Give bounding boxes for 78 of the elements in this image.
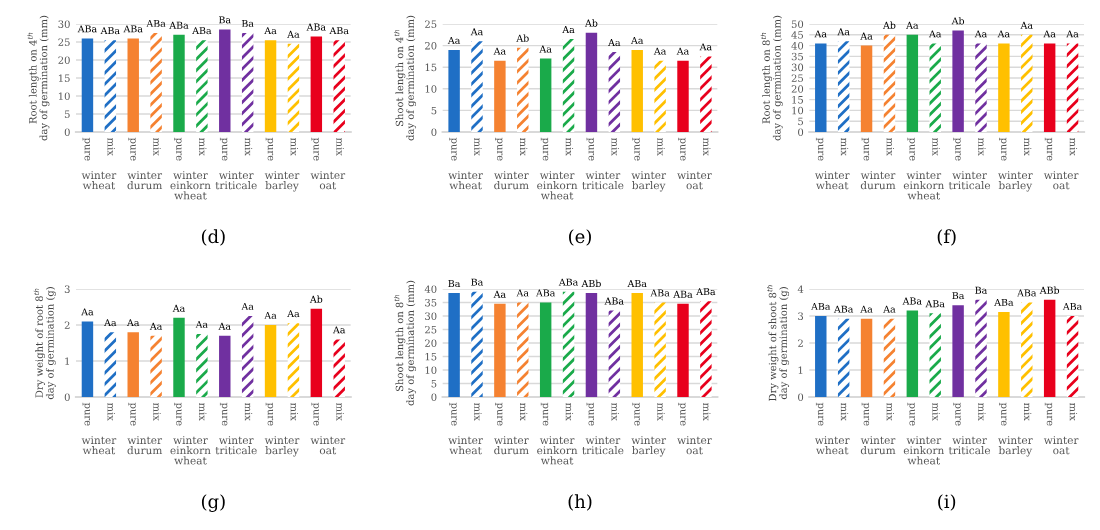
bar bbox=[471, 41, 483, 132]
bar bbox=[929, 43, 941, 132]
bar bbox=[1021, 302, 1033, 397]
bar bbox=[700, 56, 712, 132]
bar bbox=[1066, 316, 1079, 397]
bar bbox=[883, 34, 896, 132]
bar bbox=[264, 40, 277, 132]
bar bbox=[837, 41, 850, 132]
bar bbox=[150, 33, 162, 132]
text: (f) bbox=[937, 229, 956, 246]
text: (h) bbox=[568, 494, 592, 511]
bar bbox=[815, 43, 827, 132]
bar bbox=[1043, 43, 1056, 132]
bar bbox=[975, 299, 987, 397]
bar bbox=[585, 293, 598, 397]
bar bbox=[196, 334, 208, 397]
bar bbox=[860, 45, 873, 132]
bar bbox=[1066, 43, 1079, 132]
bar bbox=[494, 303, 506, 397]
bar bbox=[700, 301, 712, 397]
text: (e) bbox=[569, 229, 591, 246]
bar bbox=[952, 30, 964, 132]
bar bbox=[654, 60, 666, 132]
bar bbox=[196, 40, 208, 132]
text: (g) bbox=[201, 494, 225, 512]
bar bbox=[608, 310, 621, 397]
bar bbox=[264, 325, 277, 397]
bar bbox=[929, 313, 941, 397]
bar bbox=[287, 323, 300, 397]
bar bbox=[310, 308, 323, 397]
bar bbox=[219, 29, 231, 132]
bar bbox=[173, 34, 185, 132]
bar bbox=[952, 305, 964, 397]
bar bbox=[975, 43, 987, 132]
bar bbox=[585, 32, 598, 132]
bar bbox=[287, 43, 300, 132]
bar bbox=[219, 335, 231, 397]
bar bbox=[494, 60, 506, 132]
bar bbox=[608, 52, 621, 132]
bar bbox=[310, 36, 323, 132]
text: (d) bbox=[201, 229, 225, 246]
bar bbox=[998, 43, 1010, 132]
bar bbox=[448, 293, 460, 397]
bar bbox=[104, 332, 117, 397]
bar bbox=[1043, 299, 1056, 397]
bar bbox=[631, 293, 643, 397]
bar bbox=[906, 34, 919, 132]
bar bbox=[998, 311, 1010, 397]
bar bbox=[837, 318, 850, 397]
bar bbox=[562, 39, 575, 132]
bar bbox=[241, 316, 254, 397]
bar bbox=[150, 335, 162, 397]
bar bbox=[517, 302, 529, 397]
bar bbox=[677, 303, 689, 397]
bar bbox=[333, 40, 345, 132]
bar bbox=[539, 58, 552, 132]
bar bbox=[173, 317, 185, 397]
bar bbox=[906, 310, 919, 397]
bar bbox=[127, 332, 139, 397]
bar bbox=[333, 339, 345, 397]
bar bbox=[448, 49, 460, 132]
bar bbox=[539, 302, 552, 397]
bar bbox=[517, 47, 529, 132]
bar bbox=[127, 38, 139, 132]
bar bbox=[1021, 34, 1033, 132]
bar bbox=[677, 60, 689, 132]
bar bbox=[81, 38, 94, 132]
bar bbox=[815, 316, 827, 397]
bar bbox=[860, 318, 873, 397]
bar bbox=[241, 33, 254, 132]
bar bbox=[81, 321, 94, 397]
bar bbox=[471, 291, 483, 397]
bar bbox=[562, 291, 575, 397]
text: (i) bbox=[938, 494, 956, 511]
bar bbox=[631, 49, 643, 132]
bar bbox=[883, 318, 896, 397]
bar bbox=[104, 40, 117, 132]
bar bbox=[654, 302, 666, 397]
